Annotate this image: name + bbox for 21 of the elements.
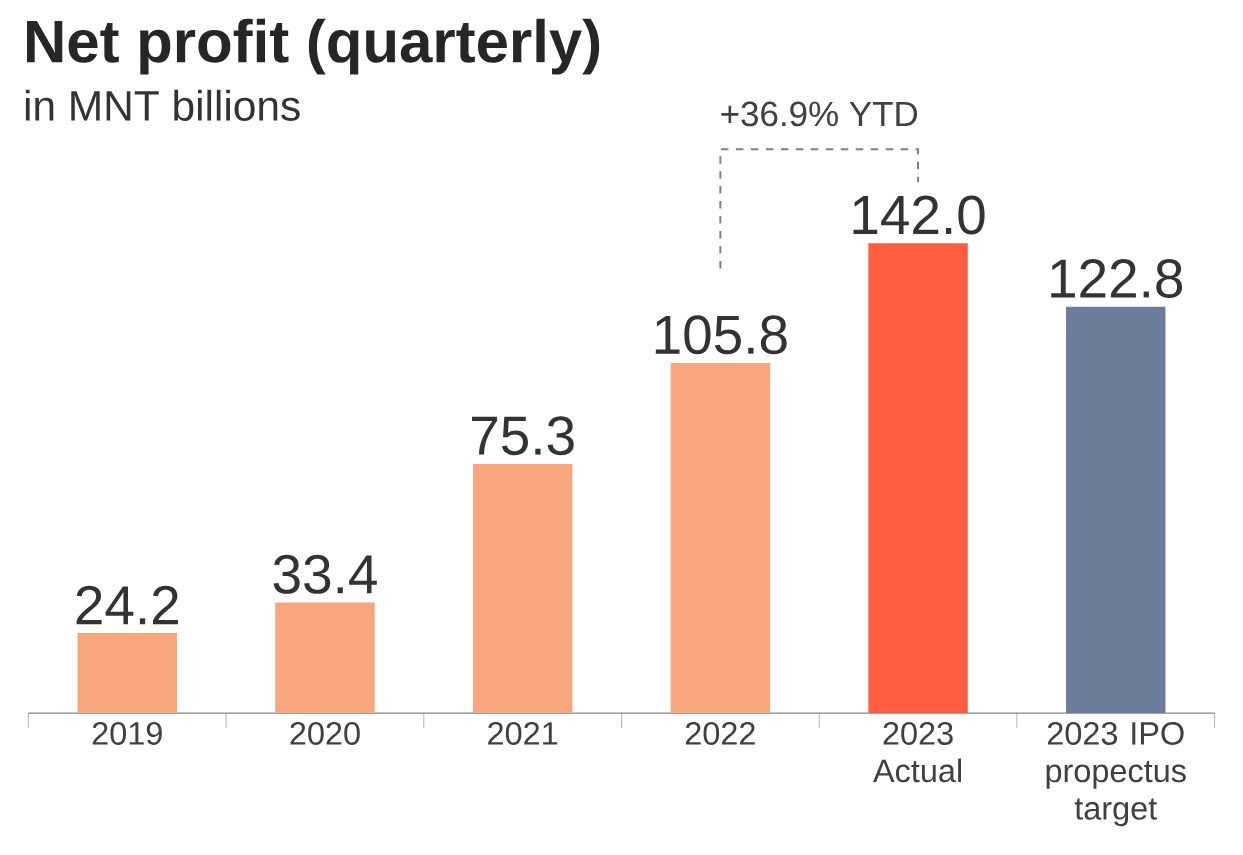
bar xyxy=(1066,306,1166,714)
data-label: 33.4 xyxy=(273,554,377,594)
chart-title: Net profit (quarterly) xyxy=(27,18,600,75)
data-label: 24.2 xyxy=(76,585,178,625)
x-tick-label: 2021 xyxy=(488,721,558,745)
bar xyxy=(868,243,968,714)
x-tick-label: 2020 xyxy=(290,721,360,745)
x-tick-label: 2019 xyxy=(92,721,162,745)
x-tick-label: 2022 xyxy=(685,721,755,745)
text: +36.9% YTD xyxy=(721,101,918,127)
bar xyxy=(472,463,573,714)
bar xyxy=(275,602,375,714)
data-label: 122.8 xyxy=(1051,258,1183,298)
x-tick-label: 2023 Actual xyxy=(873,721,961,783)
data-label: 75.3 xyxy=(472,416,574,456)
x-tick-label: 2023 IPO propectus target xyxy=(1046,721,1186,827)
chart-subtitle: in MNT billions xyxy=(25,89,300,121)
data-label: 105.8 xyxy=(655,315,787,355)
bar xyxy=(670,362,771,714)
data-label: 142.0 xyxy=(853,195,985,235)
bar xyxy=(77,632,177,714)
